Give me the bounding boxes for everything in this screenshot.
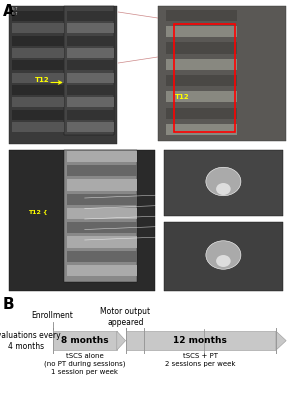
Text: 12 months: 12 months <box>173 336 227 345</box>
Bar <box>12 98 64 107</box>
Ellipse shape <box>216 255 231 267</box>
Text: S: T: S: T <box>12 8 17 12</box>
Bar <box>67 36 114 46</box>
Bar <box>12 85 64 95</box>
Bar <box>12 73 64 83</box>
Bar <box>67 24 114 33</box>
Bar <box>166 91 237 102</box>
Bar <box>9 6 117 144</box>
Bar <box>67 85 114 95</box>
Bar <box>158 6 286 141</box>
Bar <box>12 24 64 33</box>
Bar <box>53 331 117 350</box>
Bar <box>67 151 137 162</box>
Bar <box>67 251 137 262</box>
Polygon shape <box>276 331 286 350</box>
Bar <box>67 194 137 205</box>
Bar <box>12 36 64 46</box>
Bar <box>67 11 114 21</box>
Bar <box>126 331 276 350</box>
Bar <box>166 75 237 86</box>
Text: T12: T12 <box>35 78 50 84</box>
Bar <box>67 222 137 233</box>
Bar <box>64 150 137 282</box>
Bar <box>67 265 137 276</box>
Bar <box>67 122 114 132</box>
Text: Enrollment: Enrollment <box>32 312 74 320</box>
Bar <box>12 110 64 120</box>
Bar <box>67 60 114 70</box>
Bar <box>9 150 155 291</box>
Ellipse shape <box>206 241 241 269</box>
Bar <box>166 26 237 37</box>
Text: tSCS alone
(no PT during sessions)
1 session per week: tSCS alone (no PT during sessions) 1 ses… <box>44 353 126 375</box>
Bar <box>166 42 237 54</box>
Bar <box>12 122 64 132</box>
Text: tSCS + PT
2 sessions per week: tSCS + PT 2 sessions per week <box>165 353 235 367</box>
Text: A: A <box>3 4 15 20</box>
Text: T12: T12 <box>175 94 190 100</box>
Bar <box>166 108 237 119</box>
Bar <box>64 6 114 135</box>
Bar <box>166 124 237 135</box>
Bar <box>67 179 137 190</box>
Text: Evaluations every
4 months: Evaluations every 4 months <box>0 330 61 351</box>
Text: B: B <box>3 297 15 312</box>
Bar <box>164 150 283 216</box>
Bar <box>67 98 114 107</box>
Bar <box>67 165 137 176</box>
Text: Motor output
appeared: Motor output appeared <box>100 308 151 327</box>
Bar <box>12 11 64 21</box>
Bar <box>164 222 283 291</box>
Bar <box>174 24 235 132</box>
Bar <box>166 10 237 21</box>
Text: 8 months: 8 months <box>61 336 109 345</box>
Bar <box>67 48 114 58</box>
Bar <box>12 48 64 58</box>
Ellipse shape <box>206 167 241 196</box>
Bar <box>67 110 114 120</box>
Bar <box>67 73 114 83</box>
Bar <box>166 59 237 70</box>
Text: T12 {: T12 { <box>28 209 47 214</box>
Bar <box>12 60 64 70</box>
Ellipse shape <box>216 183 231 195</box>
Bar <box>67 208 137 219</box>
Bar <box>67 236 137 248</box>
Text: R: T: R: T <box>12 12 17 16</box>
Polygon shape <box>117 331 126 350</box>
